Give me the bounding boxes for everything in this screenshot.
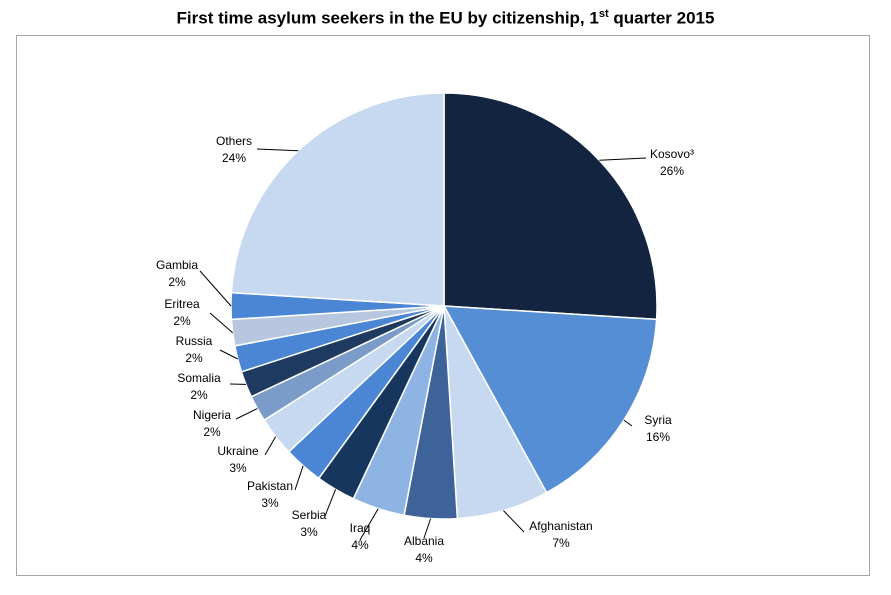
pie-slice-others bbox=[230, 92, 445, 307]
leader-line-kosovo bbox=[599, 157, 647, 161]
leader-line-albania bbox=[423, 518, 432, 539]
slice-name-pakistan: Pakistan bbox=[247, 479, 293, 493]
slice-name-somalia: Somalia bbox=[177, 371, 221, 385]
leader-line-afghanistan bbox=[503, 510, 525, 533]
leader-line-others bbox=[256, 148, 299, 152]
slice-value-pakistan: 3% bbox=[261, 496, 279, 510]
slice-value-somalia: 2% bbox=[190, 388, 208, 402]
leader-line-russia bbox=[219, 349, 238, 360]
chart-title-suffix: quarter 2015 bbox=[608, 8, 715, 28]
pie-slice-kosovo bbox=[443, 92, 658, 321]
leader-line-serbia bbox=[324, 489, 337, 517]
slice-name-gambia: Gambia bbox=[156, 258, 198, 272]
slice-value-others: 24% bbox=[222, 151, 246, 165]
slice-name-afghanistan: Afghanistan bbox=[529, 519, 592, 533]
slice-value-gambia: 2% bbox=[168, 275, 186, 289]
slice-value-kosovo: 26% bbox=[660, 164, 684, 178]
leader-line-ukraine bbox=[264, 436, 277, 456]
leader-line-syria bbox=[623, 419, 633, 427]
chart-title-superscript: st bbox=[598, 8, 609, 20]
slice-name-eritrea: Eritrea bbox=[164, 297, 200, 311]
slice-name-ukraine: Ukraine bbox=[217, 444, 259, 458]
slice-name-iraq: Iraq bbox=[350, 521, 371, 535]
slice-value-syria: 16% bbox=[646, 430, 670, 444]
leader-lines bbox=[199, 148, 647, 541]
slice-name-albania: Albania bbox=[404, 534, 444, 548]
slice-value-iraq: 4% bbox=[351, 538, 369, 552]
leader-line-iraq bbox=[359, 508, 379, 541]
slice-value-serbia: 3% bbox=[300, 525, 318, 539]
leader-line-nigeria bbox=[235, 408, 258, 420]
slice-value-eritrea: 2% bbox=[173, 314, 191, 328]
chart-title-text: First time asylum seekers in the EU by c… bbox=[176, 8, 599, 28]
slice-name-others: Others bbox=[216, 134, 252, 148]
slice-name-kosovo: Kosovo³ bbox=[650, 147, 694, 161]
slice-value-albania: 4% bbox=[415, 551, 433, 565]
chart-title: First time asylum seekers in the EU by c… bbox=[0, 8, 891, 29]
leader-line-pakistan bbox=[294, 465, 304, 491]
leader-line-gambia bbox=[199, 270, 232, 307]
slice-labels: Kosovo³ 26% Syria 16% Afghanistan 7% Albania 4%… bbox=[156, 134, 694, 565]
slice-value-ukraine: 3% bbox=[229, 461, 247, 475]
leader-line-eritrea bbox=[209, 312, 234, 334]
slice-value-afghanistan: 7% bbox=[552, 536, 570, 550]
slice-name-syria: Syria bbox=[644, 413, 672, 427]
slice-name-nigeria: Nigeria bbox=[193, 408, 231, 422]
slice-value-nigeria: 2% bbox=[203, 425, 221, 439]
slice-name-russia: Russia bbox=[176, 334, 213, 348]
slice-value-russia: 2% bbox=[185, 351, 203, 365]
chart-frame bbox=[16, 35, 870, 576]
slice-name-serbia: Serbia bbox=[292, 508, 327, 522]
pie-slices bbox=[230, 92, 658, 520]
